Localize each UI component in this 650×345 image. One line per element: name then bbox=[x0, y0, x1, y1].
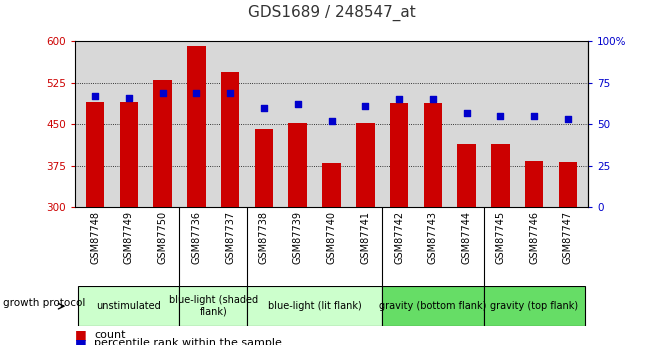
Text: GSM87743: GSM87743 bbox=[428, 211, 438, 264]
Text: blue-light (lit flank): blue-light (lit flank) bbox=[268, 301, 361, 311]
Bar bbox=[120, 102, 138, 207]
Text: ■: ■ bbox=[75, 337, 86, 345]
Text: GSM87737: GSM87737 bbox=[225, 211, 235, 264]
Text: unstimulated: unstimulated bbox=[96, 301, 161, 311]
Text: percentile rank within the sample: percentile rank within the sample bbox=[94, 338, 282, 345]
Text: GSM87738: GSM87738 bbox=[259, 211, 269, 264]
Bar bbox=[525, 161, 543, 207]
Point bbox=[529, 113, 539, 119]
Bar bbox=[382, 286, 484, 326]
Point bbox=[124, 95, 134, 100]
Bar bbox=[153, 80, 172, 207]
Point bbox=[495, 113, 506, 119]
Bar bbox=[390, 103, 408, 207]
Point bbox=[90, 93, 100, 99]
Point bbox=[191, 90, 202, 96]
Bar bbox=[179, 286, 247, 326]
Bar bbox=[484, 286, 585, 326]
Point bbox=[360, 103, 370, 109]
Point bbox=[462, 110, 472, 115]
Point bbox=[225, 90, 235, 96]
Text: blue-light (shaded
flank): blue-light (shaded flank) bbox=[169, 295, 258, 317]
Text: GSM87750: GSM87750 bbox=[157, 211, 168, 264]
Bar bbox=[424, 103, 442, 207]
Point bbox=[157, 90, 168, 96]
Bar bbox=[559, 162, 577, 207]
Text: GSM87744: GSM87744 bbox=[462, 211, 472, 264]
Text: GSM87747: GSM87747 bbox=[563, 211, 573, 264]
Text: growth protocol: growth protocol bbox=[3, 298, 86, 308]
Point bbox=[394, 97, 404, 102]
Bar bbox=[458, 144, 476, 207]
Bar bbox=[289, 122, 307, 207]
Text: GSM87742: GSM87742 bbox=[394, 211, 404, 264]
Text: GDS1689 / 248547_at: GDS1689 / 248547_at bbox=[248, 4, 415, 21]
Text: GSM87746: GSM87746 bbox=[529, 211, 539, 264]
Text: GSM87740: GSM87740 bbox=[326, 211, 337, 264]
Point bbox=[292, 101, 303, 107]
Text: ■: ■ bbox=[75, 328, 86, 341]
Bar bbox=[255, 129, 273, 207]
Text: gravity (bottom flank): gravity (bottom flank) bbox=[379, 301, 487, 311]
Point bbox=[326, 118, 337, 124]
Text: GSM87748: GSM87748 bbox=[90, 211, 100, 264]
Text: GSM87741: GSM87741 bbox=[360, 211, 370, 264]
Bar bbox=[247, 286, 382, 326]
Point bbox=[259, 105, 269, 110]
Text: gravity (top flank): gravity (top flank) bbox=[490, 301, 578, 311]
Text: count: count bbox=[94, 330, 125, 339]
Bar bbox=[78, 286, 179, 326]
Bar bbox=[221, 72, 239, 207]
Text: GSM87745: GSM87745 bbox=[495, 211, 506, 264]
Bar bbox=[187, 46, 205, 207]
Text: GSM87739: GSM87739 bbox=[292, 211, 303, 264]
Bar bbox=[356, 122, 374, 207]
Point bbox=[428, 97, 438, 102]
Bar bbox=[86, 102, 104, 207]
Bar bbox=[491, 144, 510, 207]
Point bbox=[563, 117, 573, 122]
Text: GSM87736: GSM87736 bbox=[191, 211, 202, 264]
Text: GSM87749: GSM87749 bbox=[124, 211, 134, 264]
Bar bbox=[322, 163, 341, 207]
